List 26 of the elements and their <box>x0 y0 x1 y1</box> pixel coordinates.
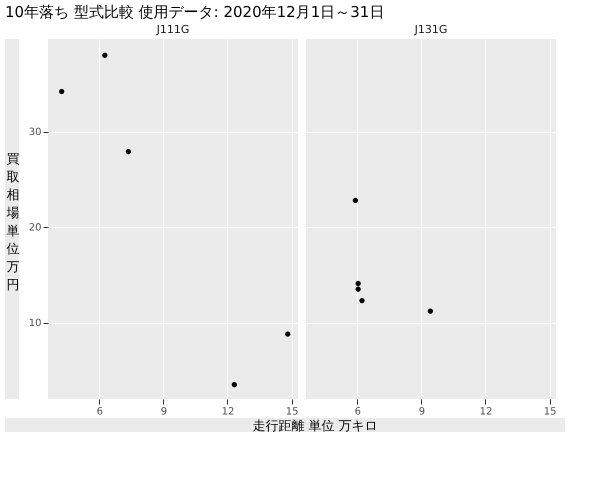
y-tick-label: 10 <box>28 318 42 330</box>
point <box>355 286 361 292</box>
x-tick-label: 6 <box>96 406 103 418</box>
chart-title: J131G <box>414 23 448 36</box>
point <box>352 198 358 204</box>
x-tick-label: 9 <box>160 406 168 418</box>
x-tick-label: 9 <box>418 406 426 418</box>
point <box>285 331 290 337</box>
y-axis-title: 買取相場単位万円 <box>6 152 20 293</box>
y-tick-label: 30 <box>28 127 42 138</box>
text: 10年落ち 型式比較 使用データ: 2020年12月1日～31日 <box>5 3 384 21</box>
x-tick-label: 15 <box>286 406 298 418</box>
y-tick-label: 20 <box>28 222 42 234</box>
chart-title: J111G <box>156 23 190 36</box>
point <box>428 308 434 314</box>
point <box>359 298 365 304</box>
point <box>59 88 64 94</box>
x-tick-label: 12 <box>222 406 234 418</box>
x-tick-label: 15 <box>544 406 556 418</box>
point <box>232 382 237 388</box>
x-tick-label: 12 <box>480 406 492 418</box>
x-axis-title: 走行距離 単位 万キロ <box>252 419 378 434</box>
point <box>126 149 131 154</box>
x-tick-label: 6 <box>354 406 361 418</box>
point <box>355 280 361 286</box>
point <box>102 52 108 58</box>
